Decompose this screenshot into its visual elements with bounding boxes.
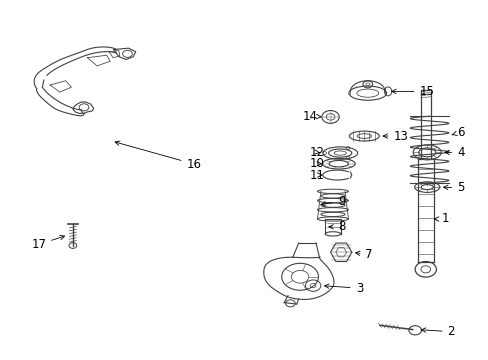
Text: 9: 9 <box>321 195 345 208</box>
Text: 8: 8 <box>328 220 345 233</box>
Text: 1: 1 <box>433 212 448 225</box>
Text: 14: 14 <box>302 110 320 123</box>
Text: 13: 13 <box>382 130 407 143</box>
Text: 7: 7 <box>355 248 372 261</box>
Text: 3: 3 <box>324 282 362 294</box>
Text: 10: 10 <box>309 157 324 170</box>
Text: 11: 11 <box>309 168 324 181</box>
Text: 17: 17 <box>31 235 64 251</box>
Text: 4: 4 <box>444 146 464 159</box>
Text: 5: 5 <box>443 181 464 194</box>
Text: 16: 16 <box>115 141 201 171</box>
Text: 15: 15 <box>391 85 433 98</box>
Text: 6: 6 <box>451 126 464 139</box>
Text: 12: 12 <box>309 146 324 159</box>
Text: 2: 2 <box>420 325 454 338</box>
